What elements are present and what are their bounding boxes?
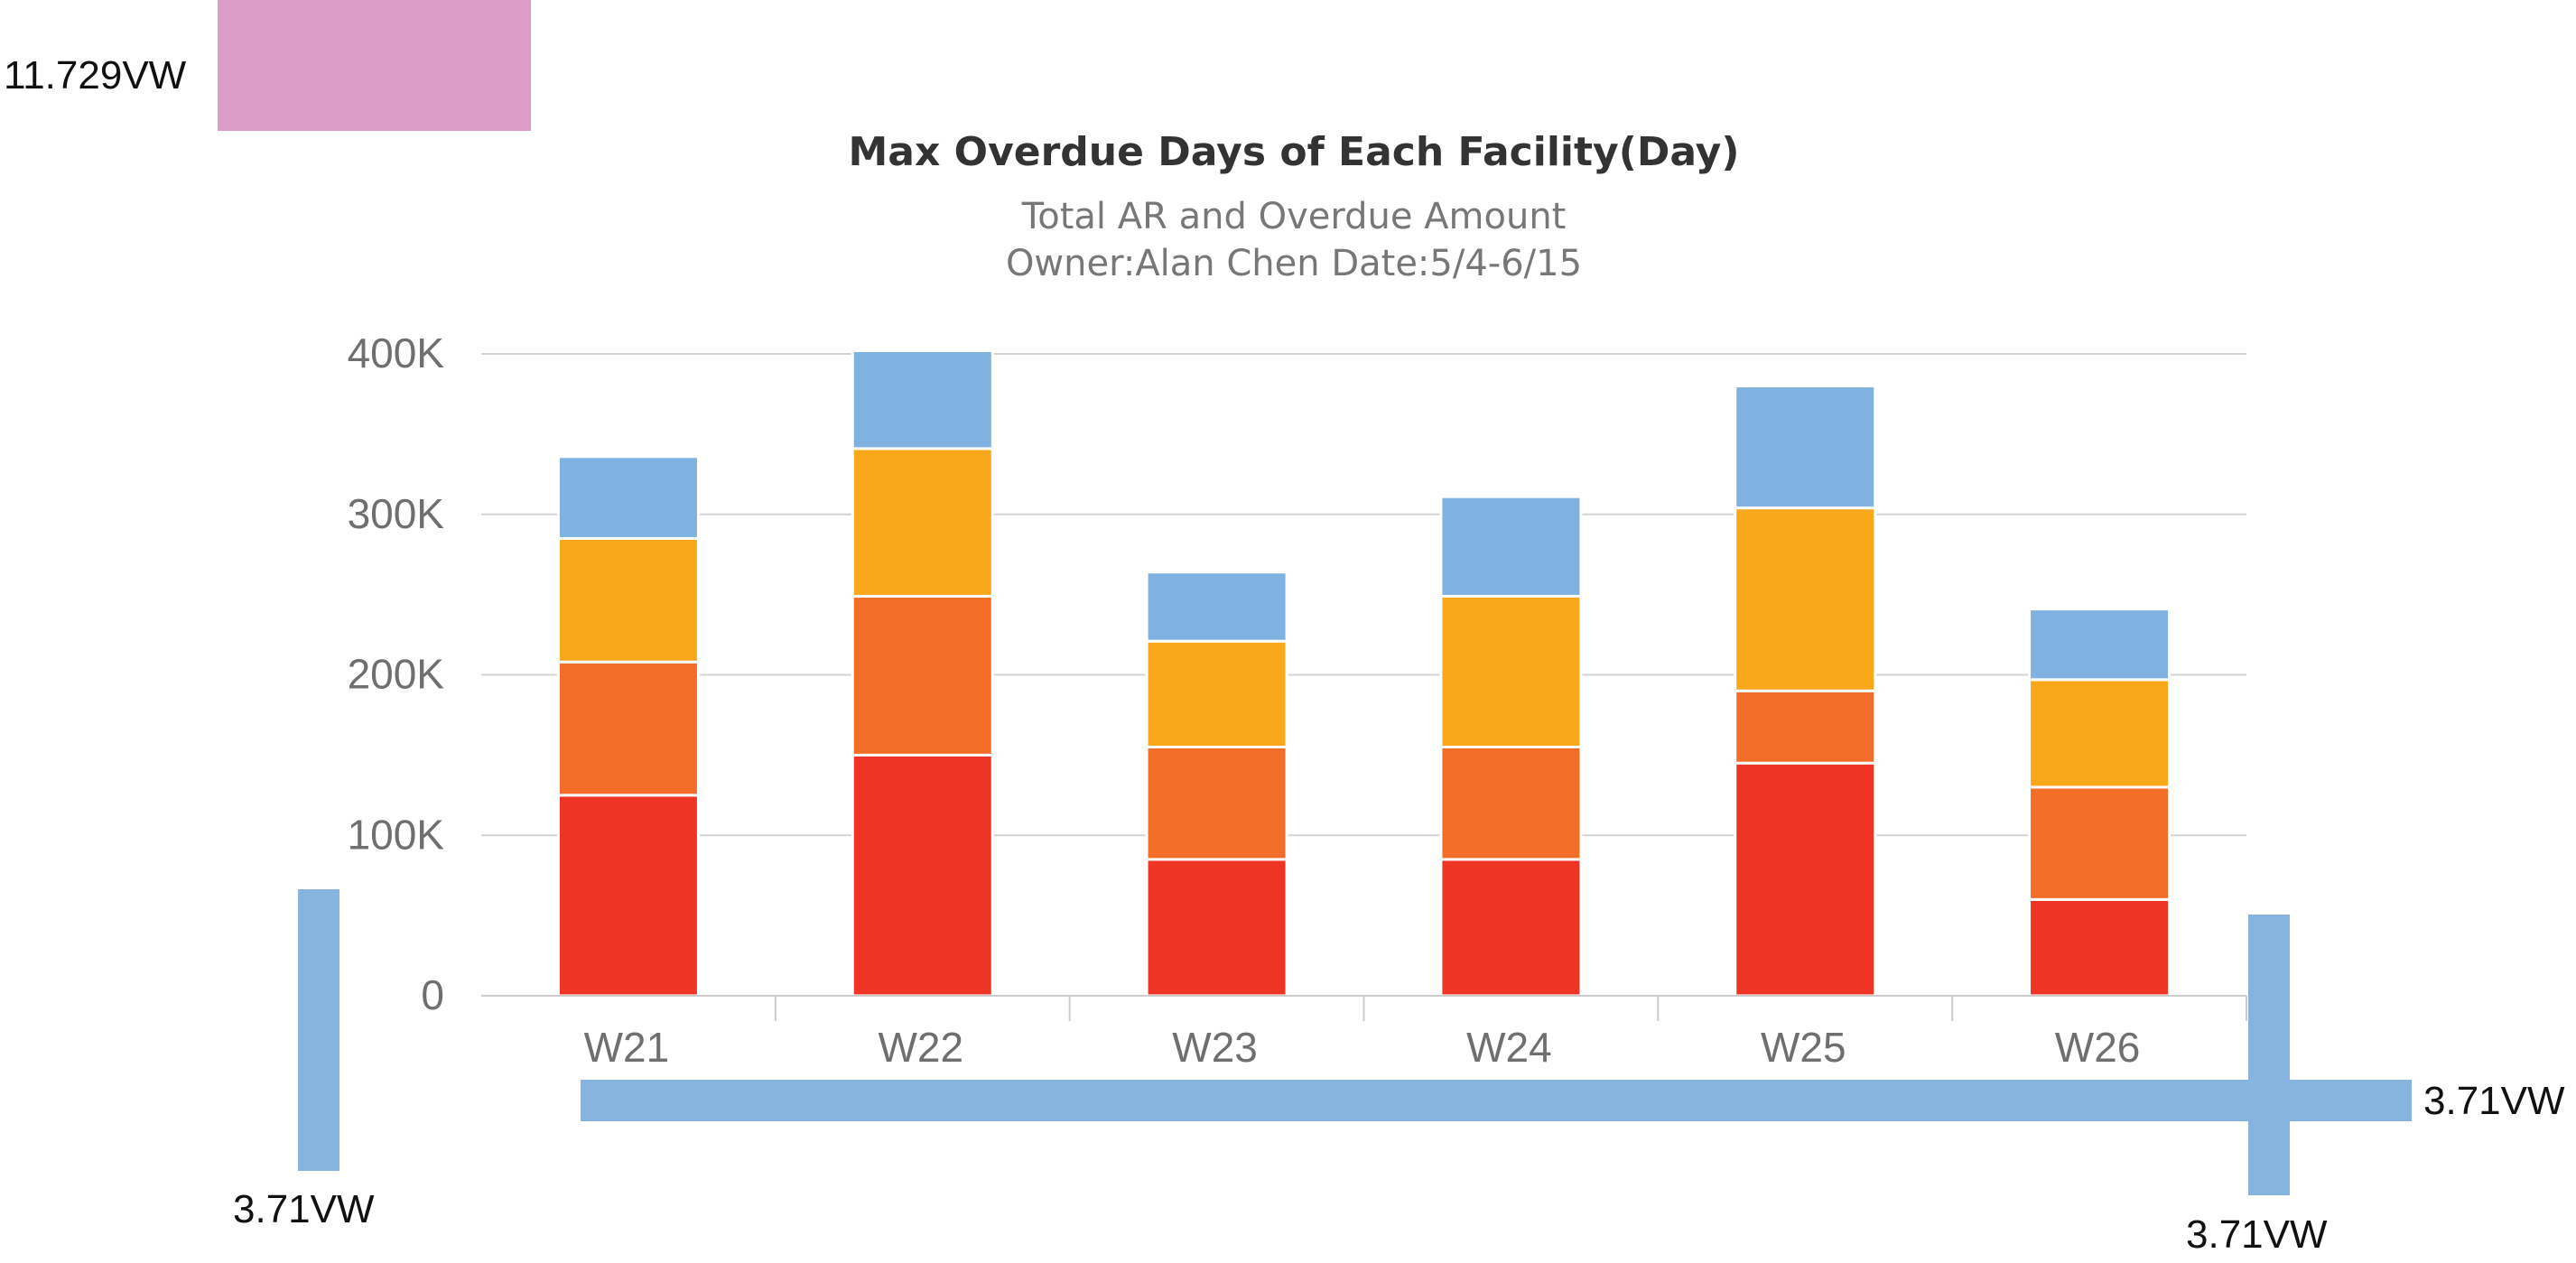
gridlines (481, 353, 2246, 837)
bar-segment-w21-4 (556, 455, 700, 540)
left-vertical-bar (298, 889, 339, 1171)
right-vertical-bar (2248, 915, 2290, 1195)
bar-segment-w22-1 (851, 753, 994, 998)
bar-segment-w24-1 (1439, 858, 1583, 998)
left-bar-label: 3.71VW (233, 1187, 375, 1231)
bar-segment-w22-4 (851, 348, 994, 450)
bar-segment-w23-4 (1145, 571, 1288, 643)
x-tick-label-w22: W22 (878, 1024, 963, 1071)
bottom-bar-label: 3.71VW (2423, 1079, 2565, 1123)
right-bar-label: 3.71VW (2186, 1212, 2328, 1257)
bar-segment-w26-4 (2028, 608, 2171, 682)
x-tick-label-w21: W21 (584, 1024, 670, 1071)
bar-segment-w23-3 (1145, 639, 1288, 748)
x-tick-label-w23: W23 (1172, 1024, 1258, 1071)
x-axis (481, 995, 2247, 1021)
chart-subtitle-owner-date: Owner:Alan Chen Date:5/4-6/15 (1006, 243, 1582, 284)
x-tick-label-w24: W24 (1466, 1024, 1552, 1071)
bar-segment-w24-3 (1439, 594, 1583, 748)
bar-segment-w23-1 (1145, 858, 1288, 998)
bar-segment-w22-3 (851, 447, 994, 598)
chart-subtitle: Total AR and Overdue Amount (1021, 196, 1567, 237)
bar-segment-w24-4 (1439, 495, 1583, 598)
bar-segment-w21-1 (556, 794, 700, 998)
bar-segment-w24-2 (1439, 745, 1583, 861)
bar-stacks (556, 348, 2171, 998)
x-tick-label-w25: W25 (1761, 1024, 1846, 1071)
y-tick-label: 100K (348, 811, 445, 858)
top-left-label: 11.729VW (4, 53, 187, 98)
bar-segment-w26-1 (2028, 897, 2171, 998)
bar-segment-w26-2 (2028, 785, 2171, 901)
y-tick-label: 200K (348, 651, 445, 698)
bar-segment-w25-1 (1734, 761, 1877, 998)
chart-title: Max Overdue Days of Each Facility(Day) (849, 129, 1740, 175)
y-tick-label: 300K (348, 490, 445, 537)
bar-segment-w25-2 (1734, 689, 1877, 765)
top-left-swatch (218, 0, 531, 131)
x-axis-tick-labels: W21 W22 W23 W24 W25 W26 (584, 1024, 2141, 1071)
bar-segment-w23-2 (1145, 745, 1288, 861)
bar-segment-w26-3 (2028, 678, 2171, 789)
x-tick-label-w26: W26 (2055, 1024, 2141, 1071)
bar-segment-w21-2 (556, 660, 700, 797)
bar-segment-w25-4 (1734, 385, 1877, 510)
y-tick-label: 400K (348, 330, 445, 376)
bottom-horizontal-bar (581, 1080, 2412, 1121)
bar-segment-w21-3 (556, 536, 700, 664)
y-tick-label: 0 (421, 971, 444, 1018)
bar-segment-w22-2 (851, 594, 994, 757)
y-axis-tick-labels: 0 100K 200K 300K 400K (348, 330, 445, 1018)
bar-segment-w25-3 (1734, 506, 1877, 692)
